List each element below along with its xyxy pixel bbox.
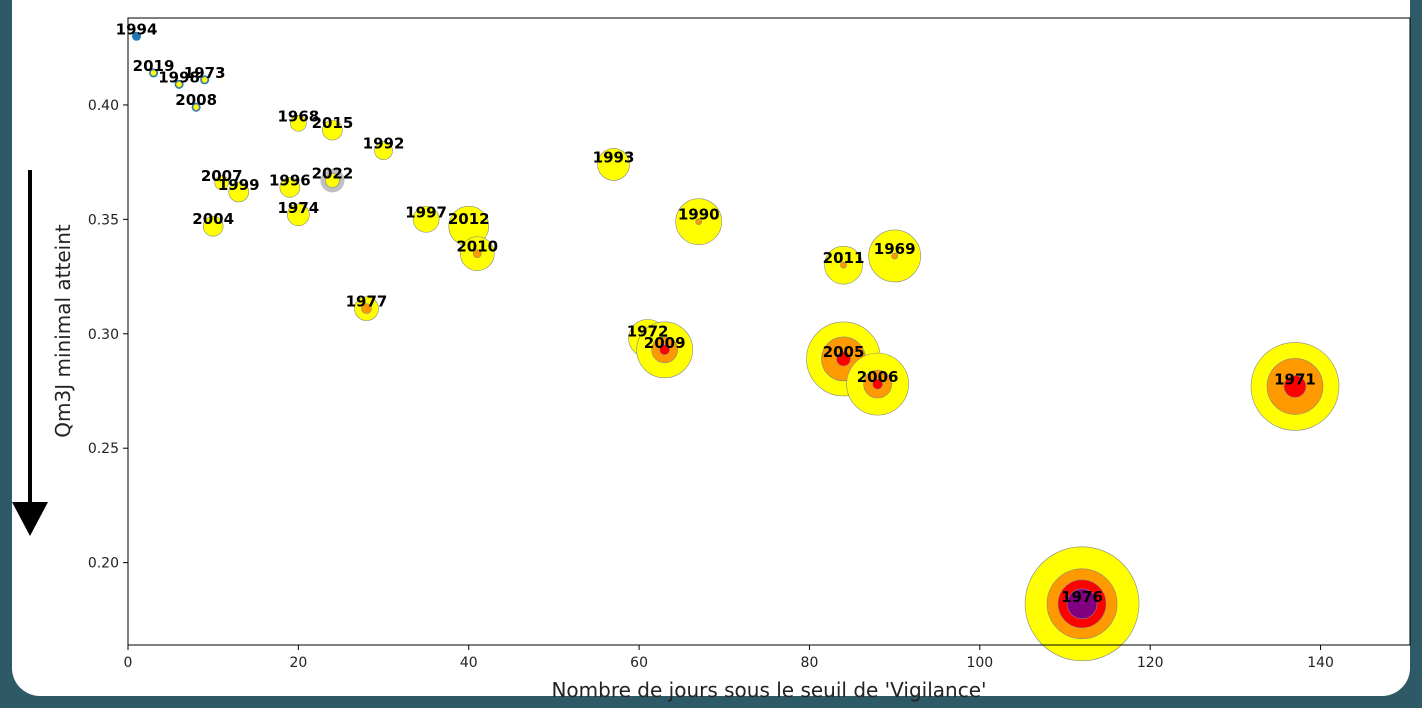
bubble-ring	[279, 177, 301, 198]
point-label: 2019	[133, 57, 175, 75]
bubbles	[132, 31, 1340, 662]
y-axis-label: Qm3J minimal atteint	[51, 224, 75, 438]
point-marker	[132, 31, 142, 41]
point-label: 1994	[116, 20, 158, 38]
point-label: 2009	[644, 334, 686, 352]
bubble-ring	[472, 249, 482, 258]
point-label: 1977	[346, 293, 388, 311]
x-tick-label: 40	[460, 655, 478, 671]
x-tick-label: 140	[1307, 655, 1334, 671]
bubble-ring	[840, 261, 847, 269]
y-tick-label: 0.35	[88, 212, 119, 228]
point-label: 2022	[312, 164, 354, 182]
frame	[12, 0, 1410, 696]
x-tick-label: 100	[966, 655, 993, 671]
bubble-ring	[325, 173, 340, 188]
bubble-ring	[201, 76, 208, 84]
point-label: 2012	[448, 210, 490, 228]
point-label: 2006	[857, 368, 899, 386]
y-tick-label: 0.25	[88, 441, 119, 457]
bubble-ring	[695, 218, 703, 225]
arrow-head	[12, 502, 48, 536]
bubble-ring	[175, 81, 183, 88]
y-tick-label: 0.30	[88, 327, 119, 343]
point-label: 1996	[269, 171, 311, 189]
y-tick-label: 0.20	[88, 556, 119, 572]
point-label: 1972	[627, 322, 669, 340]
bubble-ring	[228, 181, 250, 203]
bubble-ring	[361, 303, 372, 314]
point-label: 1993	[593, 148, 635, 166]
x-tick-label: 120	[1137, 655, 1164, 671]
bubble-ring	[872, 378, 883, 390]
point-label: 2011	[823, 249, 865, 267]
y-tick-label: 0.40	[88, 98, 119, 114]
bubble-ring	[659, 344, 670, 356]
plot-frame	[127, 17, 1411, 646]
point-label: 1992	[363, 135, 405, 153]
x-tick-label: 0	[124, 655, 133, 671]
bubble-ring	[150, 69, 157, 77]
point-label: 1976	[1061, 588, 1103, 606]
point-label: 1999	[218, 176, 260, 194]
point-label: 2015	[312, 114, 354, 132]
point-label: 2005	[823, 343, 865, 361]
bubble-ring	[287, 203, 310, 227]
bubble-ring	[374, 141, 393, 161]
bubble-ring	[202, 215, 224, 237]
point-label: 1973	[184, 64, 226, 82]
point-label: 2007	[201, 167, 243, 185]
bubble-ring	[1283, 375, 1307, 398]
bubble-ring	[322, 119, 343, 141]
bubble-ring	[192, 103, 200, 111]
bubble-ring	[412, 206, 440, 233]
point-label: 1971	[1274, 370, 1316, 388]
bubble-ring	[836, 351, 851, 367]
point-label: 1974	[277, 199, 319, 217]
point-label: 1998	[158, 68, 200, 86]
bubble-ring	[214, 175, 230, 191]
x-tick-label: 80	[801, 655, 819, 671]
point-label: 1990	[678, 206, 720, 224]
point-label: 1969	[874, 240, 916, 258]
x-tick-label: 20	[289, 655, 307, 671]
x-tick-label: 60	[630, 655, 648, 671]
point-label: 2008	[175, 91, 217, 109]
point-label: 2010	[456, 238, 498, 256]
bubble-ring	[597, 148, 630, 181]
point-label: 1968	[277, 107, 319, 125]
bubble-ring	[290, 114, 307, 132]
point-label: 1997	[405, 203, 447, 221]
bubble-ring	[1066, 588, 1098, 620]
x-axis-label: Nombre de jours sous le seuil de 'Vigila…	[551, 678, 986, 702]
point-label: 2004	[192, 210, 234, 228]
bubble-ring	[891, 252, 898, 260]
